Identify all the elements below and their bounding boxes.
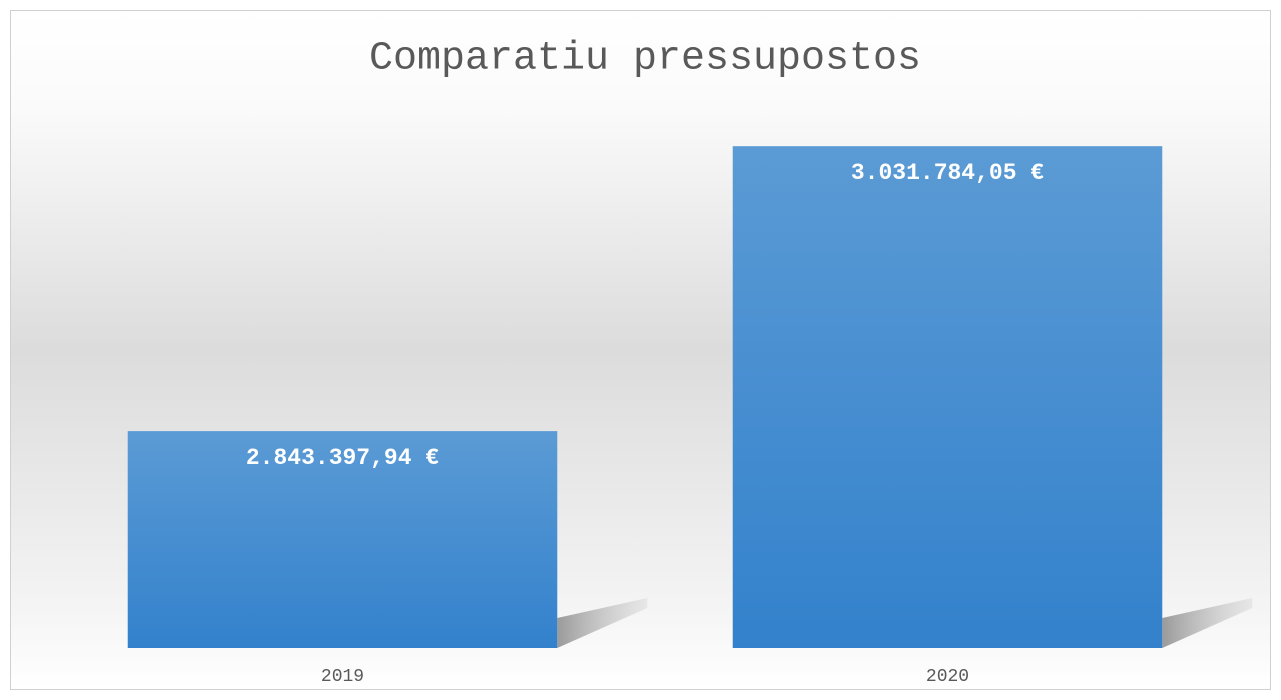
x-tick-label: 2020 [926, 667, 969, 687]
value-label: 3.031.784,05 € [850, 160, 1045, 187]
bar [732, 146, 1163, 648]
bar-shadow [557, 598, 648, 648]
value-label: 2.843.397,94 € [245, 445, 440, 472]
chart-title: Comparatiu pressupostos [369, 37, 921, 82]
bar [127, 431, 558, 648]
bar-shadow [1162, 598, 1253, 648]
x-tick-label: 2019 [321, 667, 364, 687]
